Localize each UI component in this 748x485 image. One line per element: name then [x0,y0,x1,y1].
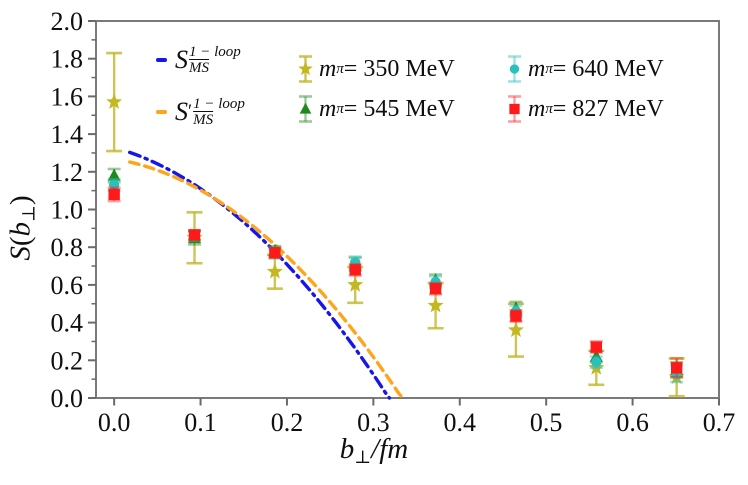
y-tick-label: 1.6 [51,82,84,111]
x-tick-label: 0.2 [271,408,304,437]
label-text: ( [4,236,37,247]
label-text: m [528,95,546,122]
label-text: m [319,95,337,122]
star-errorbar-icon [298,55,313,83]
y-tick-label: 0.0 [51,384,84,413]
legend-label: S ′ 1 − loop MS [175,96,245,129]
x-tick-label: 0.7 [703,408,736,437]
x-tick-label: 0.0 [98,408,131,437]
label-text: m [319,55,337,82]
x-tick-label: 0.3 [357,408,390,437]
label-text: π [336,100,344,117]
circle-errorbar-icon [508,55,521,83]
star-legend-marker [298,61,313,76]
label-text: S [4,246,37,261]
square-data-marker [590,341,603,353]
label-text: /fm [371,433,409,465]
star-data-marker [347,276,364,292]
square-data-marker [510,310,522,322]
square-data-marker [188,229,201,241]
y-tick-label: 0.6 [51,271,84,300]
dashdot-line-icon [156,57,167,62]
x-axis-label: b⊥/fm [0,433,748,468]
triangle-legend-marker [299,102,312,114]
x-tick-label: 0.4 [444,408,477,437]
y-tick-label: 1.2 [51,158,84,187]
star-data-marker [507,321,524,337]
subscript-msbar: MS [193,111,214,128]
one-loop-curve [127,150,392,400]
label-text: ⊥ [354,447,372,468]
label-text: b [339,433,355,465]
subscript-msbar: MS [189,59,209,76]
square-data-marker [670,362,683,374]
label-text: S [175,44,188,74]
script-stack: 1 − loop MS [193,96,245,129]
y-tick-label: 1.8 [51,45,84,74]
label-text: S [175,96,188,126]
star-data-marker [106,93,123,109]
superscript: 1 − loop [193,96,245,112]
label-text: ′ [188,100,193,122]
legend-entry-mπ = 545 MeV: mπ = 545 MeV [297,94,455,124]
legend-entry-mπ = 827 MeV: mπ = 827 MeV [506,94,664,124]
y-tick-label: 0.4 [51,309,84,338]
y-tick-label: 0.8 [51,233,84,262]
label-text: = 350 MeV [343,55,455,82]
legend-entry-mπ = 640 MeV: mπ = 640 MeV [506,54,664,84]
label-text: = 827 MeV [552,95,664,122]
dashed-line-icon [156,109,167,114]
square-data-marker [108,188,120,201]
y-tick-label: 0.2 [51,346,84,375]
label-text: ⊥ [18,205,39,222]
label-text: b [4,221,37,237]
square-data-marker [429,282,442,295]
legend-entry-S'_MSbar^(1-loop): S ′ 1 − loop MS [156,96,245,128]
label-text: π [545,100,553,117]
square-data-marker [269,247,281,259]
x-tick-label: 0.1 [184,408,217,437]
square-errorbar-icon [508,95,521,123]
circle-legend-marker [509,64,520,74]
one-loop-prime-curve [127,160,405,400]
triangle-errorbar-icon [299,95,312,123]
y-tick-label: 2.0 [51,7,84,36]
superscript: 1 − loop [189,44,241,60]
square-legend-marker [509,103,520,115]
y-axis-label: S(b⊥) [4,195,39,260]
star-data-marker [266,263,283,279]
label-text: ) [4,195,37,206]
label-text: m [528,55,546,82]
label-text: = 640 MeV [552,55,664,82]
y-tick-label: 1.4 [51,120,84,149]
label-text: π [545,60,553,77]
circle-data-marker [108,179,120,191]
y-tick-label: 1.0 [51,196,84,225]
label-text: = 545 MeV [343,95,455,122]
x-tick-label: 0.6 [616,408,649,437]
star-data-marker [427,297,444,313]
legend-entry-mπ = 350 MeV: mπ = 350 MeV [297,54,455,84]
triangle-data-marker [107,168,121,181]
script-stack: 1 − loop MS [189,44,241,77]
square-data-marker [349,264,361,276]
label-text: π [336,60,344,77]
circle-data-marker [591,356,602,368]
x-tick-label: 0.5 [530,408,563,437]
